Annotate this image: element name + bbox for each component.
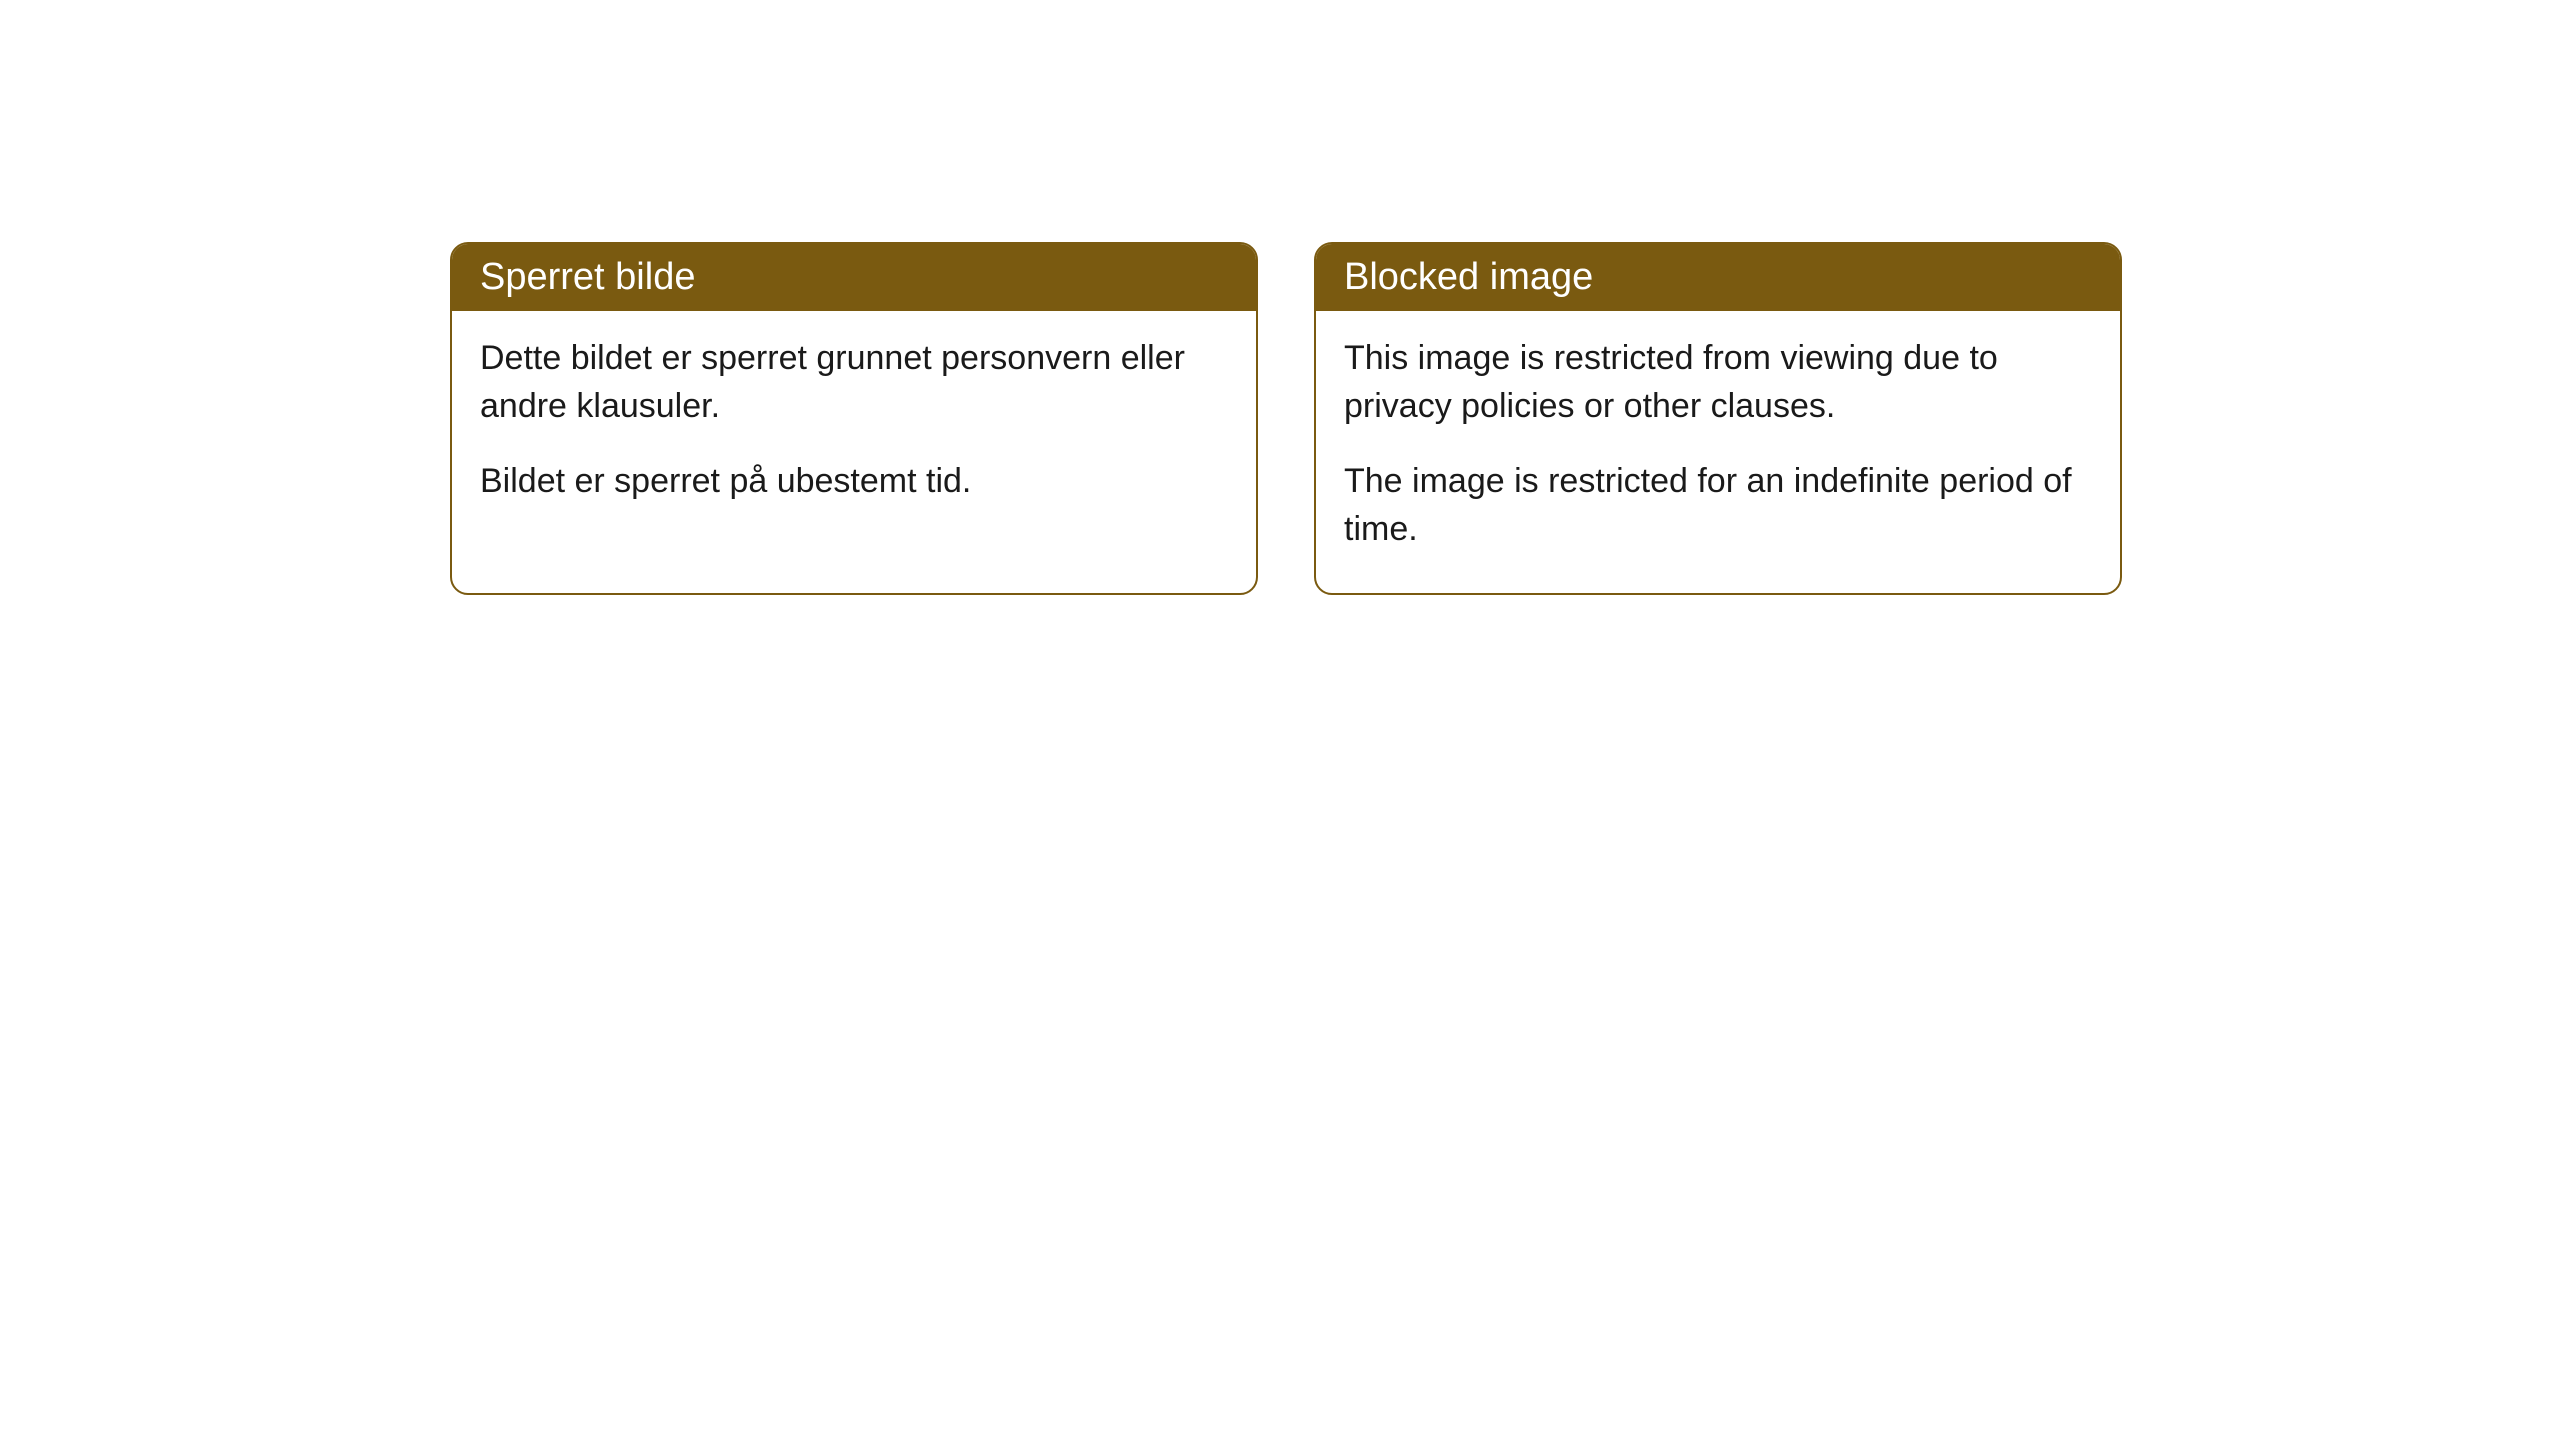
card-body-english: This image is restricted from viewing du… — [1316, 311, 2120, 593]
card-header-norwegian: Sperret bilde — [452, 244, 1256, 311]
card-title: Sperret bilde — [480, 256, 695, 298]
card-body-norwegian: Dette bildet er sperret grunnet personve… — [452, 311, 1256, 546]
card-header-english: Blocked image — [1316, 244, 2120, 311]
card-paragraph: Bildet er sperret på ubestemt tid. — [480, 458, 1228, 506]
card-english: Blocked image This image is restricted f… — [1314, 242, 2122, 595]
card-paragraph: Dette bildet er sperret grunnet personve… — [480, 335, 1228, 430]
card-paragraph: The image is restricted for an indefinit… — [1344, 458, 2092, 553]
card-norwegian: Sperret bilde Dette bildet er sperret gr… — [450, 242, 1258, 595]
card-paragraph: This image is restricted from viewing du… — [1344, 335, 2092, 430]
cards-container: Sperret bilde Dette bildet er sperret gr… — [450, 242, 2122, 595]
card-title: Blocked image — [1344, 256, 1593, 298]
